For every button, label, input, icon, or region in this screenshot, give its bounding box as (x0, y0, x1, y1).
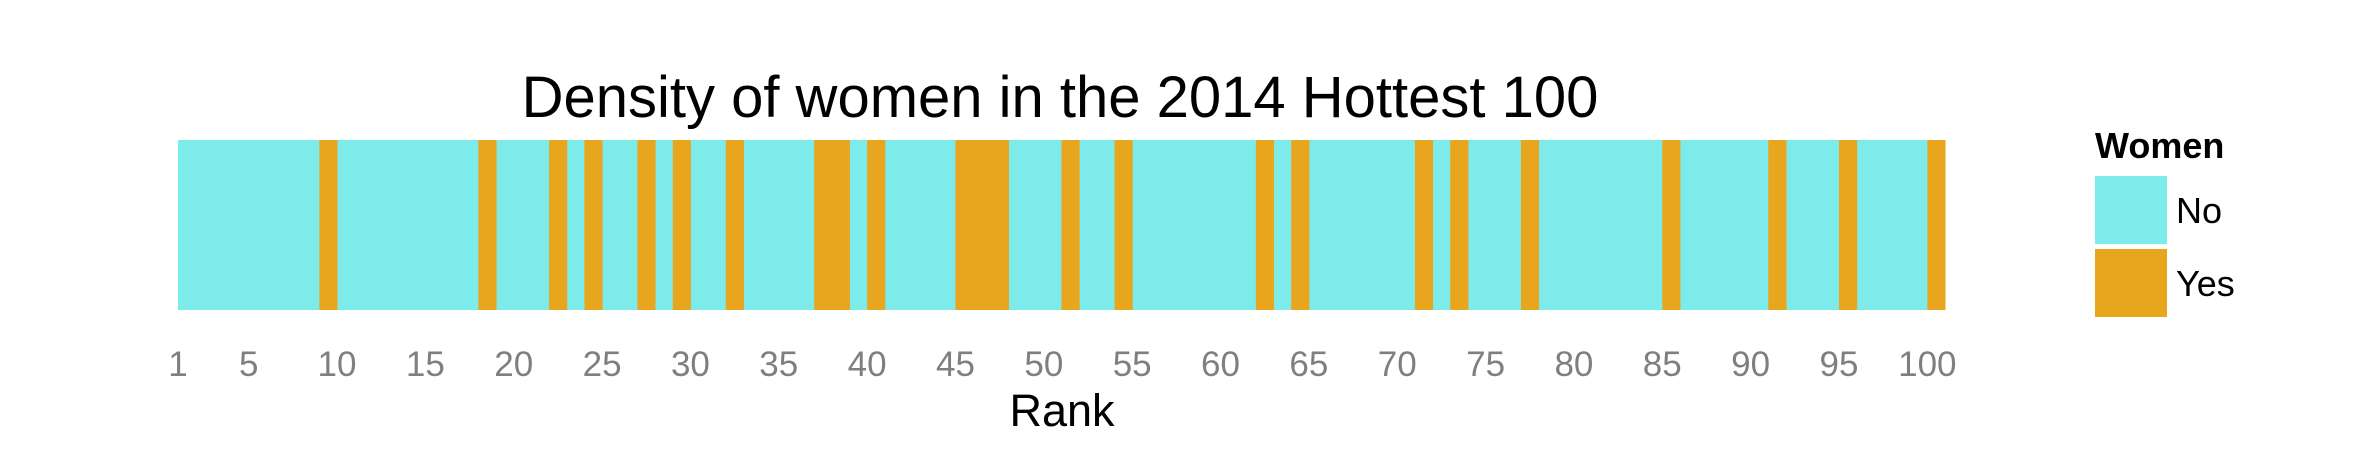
x-tick-label: 25 (583, 345, 622, 384)
x-tick-label: 80 (1554, 345, 1593, 384)
x-tick-label: 20 (494, 345, 533, 384)
x-tick-label: 75 (1466, 345, 1505, 384)
women-rank-bar (831, 140, 850, 310)
x-tick-label: 95 (1820, 345, 1859, 384)
legend-label-no: No (2176, 190, 2222, 231)
women-rank-bar (1450, 140, 1469, 310)
women-rank-bar (867, 140, 886, 310)
x-tick-label: 100 (1898, 345, 1956, 384)
women-rank-bar (955, 140, 974, 310)
legend-label-yes: Yes (2176, 263, 2235, 304)
women-rank-bar (1114, 140, 1133, 310)
x-tick-label: 30 (671, 345, 710, 384)
x-tick-label: 1 (168, 345, 187, 384)
women-rank-bar (1061, 140, 1080, 310)
x-tick-label: 60 (1201, 345, 1240, 384)
women-rank-bar (549, 140, 568, 310)
women-rank-bar (672, 140, 691, 310)
women-rank-bar (319, 140, 338, 310)
x-axis-label: Rank (1009, 385, 1115, 436)
x-tick-label: 15 (406, 345, 445, 384)
women-rank-bar (1662, 140, 1681, 310)
x-tick-label: 50 (1024, 345, 1063, 384)
women-rank-bar (637, 140, 656, 310)
density-strip (178, 140, 1946, 310)
women-rank-bar (1927, 140, 1946, 310)
x-tick-label: 85 (1643, 345, 1682, 384)
women-rank-bar (584, 140, 603, 310)
women-rank-bar (1414, 140, 1434, 310)
x-tick-label: 55 (1113, 345, 1152, 384)
x-tick-label: 90 (1731, 345, 1770, 384)
legend-swatch-yes (2095, 249, 2167, 317)
women-rank-bar (814, 140, 833, 310)
women-rank-bar (478, 140, 497, 310)
x-axis-ticks: 1 5 10 15 20 25 30 35 40 45 50 55 60 65 70 75 80 85 90 95 10… (168, 345, 1956, 384)
women-rank-bar (1768, 140, 1787, 310)
women-rank-bar (1838, 140, 1858, 310)
women-rank-bar (990, 140, 1009, 310)
women-rank-bar (1520, 140, 1540, 310)
legend: Women No Yes (2095, 125, 2235, 317)
x-tick-label: 40 (848, 345, 887, 384)
x-tick-label: 35 (759, 345, 798, 384)
x-tick-label: 5 (239, 345, 258, 384)
x-tick-label: 10 (318, 345, 357, 384)
women-rank-bar (1291, 140, 1310, 310)
women-rank-bar (1255, 140, 1275, 310)
x-tick-label: 65 (1289, 345, 1328, 384)
x-tick-label: 45 (936, 345, 975, 384)
legend-swatch-no (2095, 176, 2167, 244)
women-rank-bar (725, 140, 744, 310)
x-tick-label: 70 (1378, 345, 1417, 384)
legend-title: Women (2095, 125, 2224, 166)
chart-title: Density of women in the 2014 Hottest 100 (522, 65, 1599, 130)
women-rank-bar (973, 140, 992, 310)
